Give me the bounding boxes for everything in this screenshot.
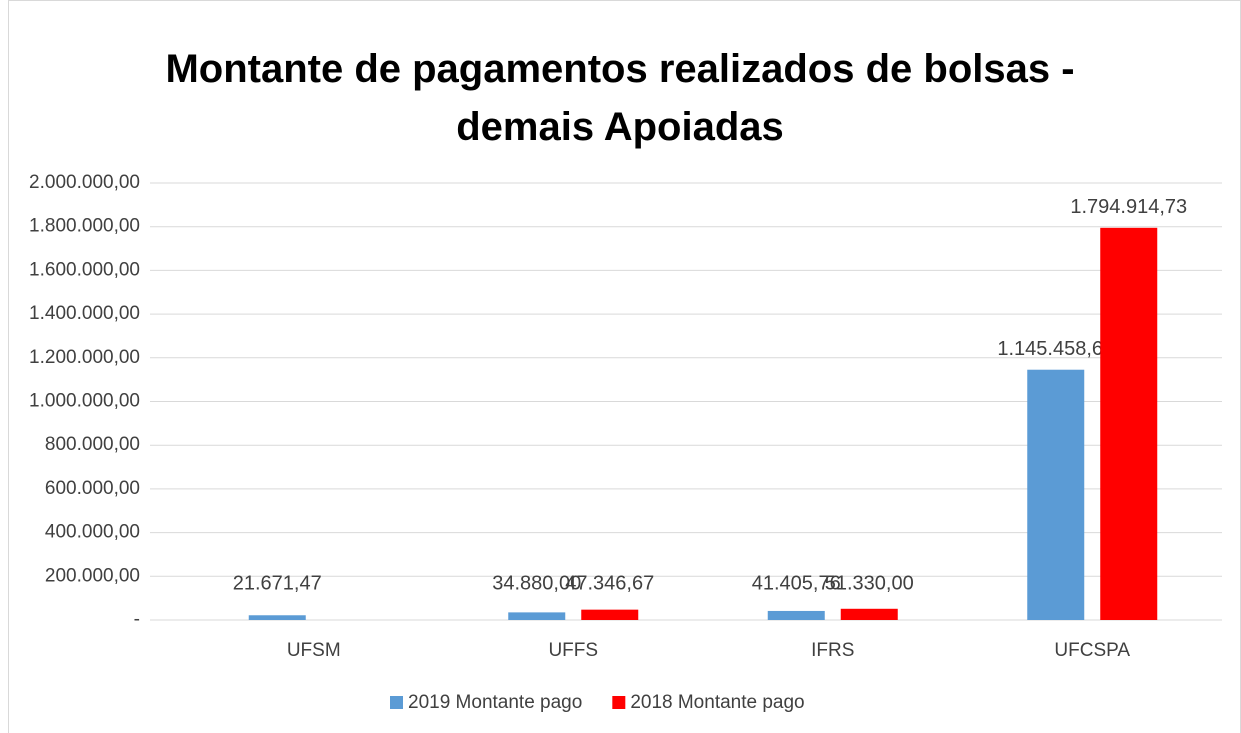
y-tick-label: 1.800.000,00	[29, 216, 140, 237]
bar	[248, 615, 306, 620]
data-label: 21.671,47	[233, 572, 322, 594]
y-tick-label: -	[134, 609, 140, 630]
x-tick-label: UFCSPA	[1054, 640, 1130, 661]
bar	[581, 609, 639, 620]
data-label: 1.145.458,66	[997, 338, 1114, 360]
data-label: 41.405,76	[752, 572, 841, 594]
legend-label: 2018 Montante pago	[630, 692, 804, 713]
legend-swatch	[612, 696, 626, 709]
y-tick-label: 400.000,00	[45, 522, 140, 543]
x-tick-label: UFFS	[548, 640, 598, 661]
bar	[767, 610, 825, 620]
bar	[1027, 369, 1085, 620]
y-tick-label: 1.400.000,00	[29, 303, 140, 324]
y-tick-label: 2.000.000,00	[29, 172, 140, 193]
data-label: 47.346,67	[565, 572, 654, 594]
y-tick-label: 1.200.000,00	[29, 347, 140, 368]
x-tick-label: UFSM	[287, 640, 341, 661]
y-tick-label: 800.000,00	[45, 434, 140, 455]
chart-title: Montante de pagamentos realizados de bol…	[165, 47, 1075, 149]
bar	[508, 612, 566, 620]
legend-label: 2019 Montante pago	[408, 692, 582, 713]
y-tick-label: 200.000,00	[45, 565, 140, 586]
data-label: 1.794.914,73	[1070, 196, 1187, 218]
y-tick-label: 600.000,00	[45, 478, 140, 499]
y-tick-label: 1.600.000,00	[29, 259, 140, 280]
bar	[840, 608, 898, 620]
x-tick-label: IFRS	[811, 640, 854, 661]
bar	[1100, 227, 1158, 620]
legend-swatch	[390, 696, 403, 709]
data-label: 51.330,00	[825, 572, 914, 594]
data-label: 34.880,00	[492, 572, 581, 594]
y-tick-label: 1.000.000,00	[29, 391, 140, 412]
